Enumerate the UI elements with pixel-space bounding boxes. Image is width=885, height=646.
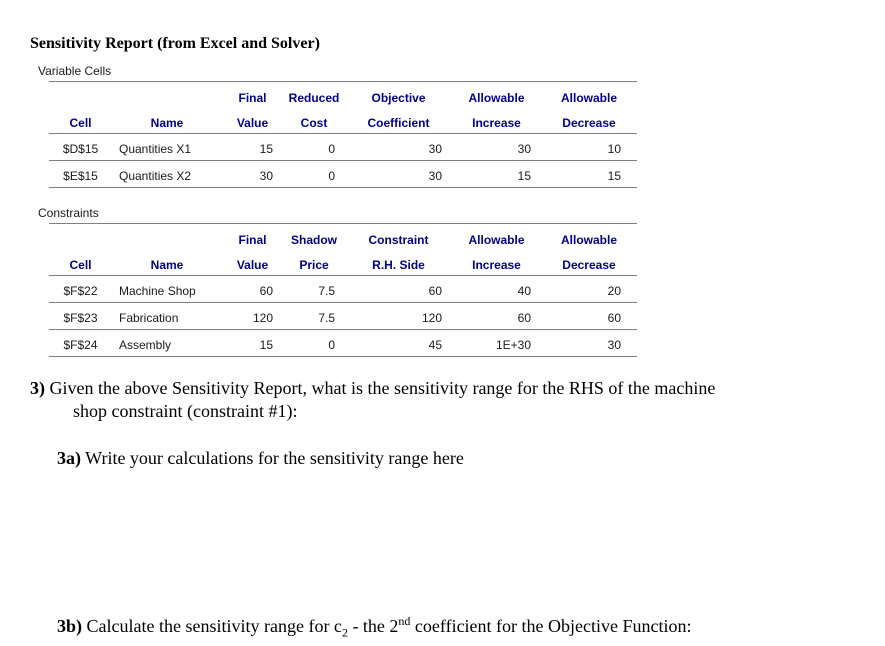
table-row: $F$23 Fabrication 120 7.5 120 60 60 — [49, 302, 637, 330]
header-shadow: Shadow — [290, 232, 337, 247]
question-3b-number: 3b) — [57, 616, 83, 636]
question-3-line-2: shop constraint (constraint #1): — [73, 401, 298, 421]
question-3: 3) Given the above Sensitivity Report, w… — [30, 377, 715, 423]
variable-cells-header-row-2: Cell Name Value Cost Coefficient Increas… — [49, 107, 637, 134]
question-3-text: Given the above Sensitivity Report, what… — [45, 378, 716, 398]
question-3b: 3b) Calculate the sensitivity range for … — [57, 610, 692, 645]
cell-name: Fabrication — [112, 302, 222, 330]
question-3b-text-part1: Calculate the sensitivity range for c — [82, 616, 342, 636]
header-price: Price — [283, 249, 345, 276]
header-allowable: Allowable — [468, 90, 525, 105]
header-increase: Increase — [452, 249, 541, 276]
cell-objective-coefficient: 30 — [345, 160, 452, 188]
header-blank — [112, 82, 222, 108]
cell-allowable-increase: 60 — [452, 302, 541, 330]
cell-final-value: 60 — [222, 275, 283, 303]
header-blank — [49, 224, 112, 250]
cell-final-value: 30 — [222, 160, 283, 188]
cell-shadow-price: 7.5 — [283, 302, 345, 330]
header-name: Name — [112, 249, 222, 276]
header-allowable: Allowable — [560, 232, 617, 247]
header-rhs: R.H. Side — [345, 249, 452, 276]
variable-cells-section-label: Variable Cells — [38, 64, 112, 78]
question-3a: 3a) Write your calculations for the sens… — [57, 447, 464, 470]
cell-objective-coefficient: 30 — [345, 133, 452, 161]
cell-name: Quantities X2 — [112, 160, 222, 188]
table-row: $F$24 Assembly 15 0 45 1E+30 30 — [49, 329, 637, 357]
cell-final-value: 120 — [222, 302, 283, 330]
cell-allowable-decrease: 60 — [541, 302, 637, 330]
cell-allowable-increase: 30 — [452, 133, 541, 161]
constraints-section-label: Constraints — [38, 206, 99, 220]
cell-allowable-decrease: 30 — [541, 329, 637, 357]
header-allowable: Allowable — [560, 90, 617, 105]
header-decrease: Decrease — [541, 107, 637, 134]
cell-ref: $E$15 — [49, 160, 112, 188]
cell-allowable-increase: 15 — [452, 160, 541, 188]
variable-cells-table: Final Reduced Objective Allowable Allowa… — [49, 81, 637, 188]
question-3-line-1: 3) Given the above Sensitivity Report, w… — [30, 377, 715, 400]
cell-final-value: 15 — [222, 133, 283, 161]
constraints-header-row-1: Final Shadow Constraint Allowable Allowa… — [49, 224, 637, 250]
header-objective: Objective — [371, 90, 426, 105]
cell-final-value: 15 — [222, 329, 283, 357]
table-row: $D$15 Quantities X1 15 0 30 30 10 — [49, 133, 637, 161]
header-blank — [112, 224, 222, 250]
question-3b-subscript: 2 — [341, 625, 348, 640]
cell-name: Quantities X1 — [112, 133, 222, 161]
header-blank — [49, 82, 112, 108]
question-3b-text-part3: coefficient for the Objective Function: — [410, 616, 692, 636]
question-3a-text: Write your calculations for the sensitiv… — [81, 448, 464, 468]
constraints-table: Final Shadow Constraint Allowable Allowa… — [49, 223, 637, 357]
cell-ref: $F$23 — [49, 302, 112, 330]
header-name: Name — [112, 107, 222, 134]
cell-name: Assembly — [112, 329, 222, 357]
cell-reduced-cost: 0 — [283, 160, 345, 188]
cell-allowable-decrease: 15 — [541, 160, 637, 188]
cell-shadow-price: 7.5 — [283, 275, 345, 303]
header-value: Value — [222, 249, 283, 276]
header-allowable: Allowable — [468, 232, 525, 247]
header-final: Final — [238, 90, 267, 105]
header-cell: Cell — [49, 107, 112, 134]
header-increase: Increase — [452, 107, 541, 134]
header-cost: Cost — [283, 107, 345, 134]
cell-ref: $F$24 — [49, 329, 112, 357]
cell-name: Machine Shop — [112, 275, 222, 303]
header-reduced: Reduced — [288, 90, 340, 105]
cell-allowable-decrease: 10 — [541, 133, 637, 161]
constraints-header-row-2: Cell Name Value Price R.H. Side Increase… — [49, 249, 637, 276]
variable-cells-header-row-1: Final Reduced Objective Allowable Allowa… — [49, 82, 637, 108]
page-title: Sensitivity Report (from Excel and Solve… — [30, 35, 320, 52]
cell-allowable-increase: 40 — [452, 275, 541, 303]
cell-ref: $D$15 — [49, 133, 112, 161]
question-3b-superscript: nd — [398, 614, 411, 628]
table-row: $F$22 Machine Shop 60 7.5 60 40 20 — [49, 275, 637, 303]
question-3a-number: 3a) — [57, 448, 81, 468]
header-coefficient: Coefficient — [345, 107, 452, 134]
question-3-number: 3) — [30, 378, 45, 398]
cell-allowable-increase: 1E+30 — [452, 329, 541, 357]
cell-ref: $F$22 — [49, 275, 112, 303]
cell-shadow-price: 0 — [283, 329, 345, 357]
cell-rhs: 120 — [345, 302, 452, 330]
cell-rhs: 45 — [345, 329, 452, 357]
header-constraint: Constraint — [368, 232, 429, 247]
cell-rhs: 60 — [345, 275, 452, 303]
cell-allowable-decrease: 20 — [541, 275, 637, 303]
header-value: Value — [222, 107, 283, 134]
header-cell: Cell — [49, 249, 112, 276]
header-decrease: Decrease — [541, 249, 637, 276]
table-row: $E$15 Quantities X2 30 0 30 15 15 — [49, 160, 637, 188]
question-3b-text-part2: - the 2 — [347, 616, 399, 636]
header-final: Final — [238, 232, 267, 247]
cell-reduced-cost: 0 — [283, 133, 345, 161]
